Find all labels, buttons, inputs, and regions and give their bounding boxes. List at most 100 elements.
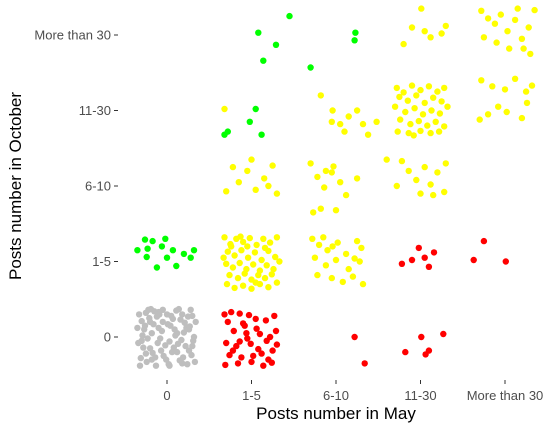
data-point-yellow xyxy=(224,248,231,255)
data-point-yellow xyxy=(337,179,344,186)
data-point-red xyxy=(425,263,433,270)
data-point-yellow xyxy=(525,24,532,31)
data-point-red xyxy=(229,347,237,354)
data-point-yellow xyxy=(234,274,242,282)
data-point-gray xyxy=(137,354,144,362)
data-point-yellow xyxy=(430,94,437,101)
data-point-yellow xyxy=(442,22,449,30)
data-point-yellow xyxy=(334,239,341,246)
data-point-yellow xyxy=(421,28,428,35)
data-point-gray xyxy=(142,309,150,316)
data-point-red xyxy=(247,340,254,347)
x-axis-title: Posts number in May xyxy=(256,404,416,423)
data-point-yellow xyxy=(428,107,435,114)
data-point-yellow xyxy=(246,234,253,242)
data-point-yellow xyxy=(322,262,330,269)
data-point-yellow xyxy=(413,92,420,99)
data-point-yellow xyxy=(252,279,259,286)
data-point-gray xyxy=(180,329,188,336)
data-point-green xyxy=(141,236,149,243)
data-point-gray xyxy=(179,354,187,361)
data-point-yellow xyxy=(317,205,324,212)
data-point-gray xyxy=(185,326,193,333)
data-point-yellow xyxy=(250,261,257,268)
data-point-yellow xyxy=(311,254,319,261)
data-point-yellow xyxy=(349,273,357,280)
data-point-yellow xyxy=(345,113,352,120)
data-point-yellow xyxy=(393,182,400,190)
data-point-green xyxy=(307,64,314,71)
data-point-red xyxy=(230,327,237,335)
data-point-yellow xyxy=(231,284,238,292)
data-point-gray xyxy=(166,362,173,369)
data-point-yellow xyxy=(478,7,485,14)
x-tick-label: 0 xyxy=(163,388,170,403)
data-point-red xyxy=(402,348,409,356)
data-point-gray xyxy=(141,322,149,329)
data-point-yellow xyxy=(328,274,335,282)
data-point-red xyxy=(262,317,270,324)
data-point-gray xyxy=(173,330,181,337)
data-point-yellow xyxy=(226,271,233,279)
data-point-red xyxy=(236,338,243,345)
data-point-red xyxy=(470,256,477,264)
data-point-yellow xyxy=(261,274,269,282)
data-point-yellow xyxy=(480,34,488,41)
data-point-red xyxy=(224,318,231,326)
data-point-yellow xyxy=(417,86,424,94)
data-point-gray xyxy=(159,318,166,326)
data-point-red xyxy=(250,352,257,360)
data-point-gray xyxy=(184,361,191,368)
data-point-yellow xyxy=(373,118,380,126)
data-point-yellow xyxy=(229,163,237,171)
data-point-yellow xyxy=(359,280,367,288)
data-point-red xyxy=(248,358,255,366)
data-point-red xyxy=(502,258,509,265)
data-point-red xyxy=(228,308,235,316)
data-point-gray xyxy=(190,333,198,341)
data-point-gray xyxy=(138,317,145,325)
data-point-green xyxy=(180,250,188,258)
data-point-yellow xyxy=(417,190,424,197)
y-axis-title: Posts number in October xyxy=(6,92,25,280)
data-point-yellow xyxy=(495,103,502,110)
data-point-yellow xyxy=(441,123,448,130)
data-point-yellow xyxy=(341,128,348,135)
data-point-yellow xyxy=(322,167,330,175)
data-point-yellow xyxy=(236,259,243,267)
data-point-yellow xyxy=(438,98,445,105)
data-point-green xyxy=(352,29,359,36)
data-point-green xyxy=(286,12,293,20)
data-point-yellow xyxy=(424,122,431,129)
data-point-gray xyxy=(149,349,156,357)
data-point-gray xyxy=(157,347,165,354)
data-point-yellow xyxy=(223,280,231,288)
y-tick-label: 6-10 xyxy=(85,179,111,194)
data-point-gray xyxy=(146,318,154,326)
x-tick-label: 6-10 xyxy=(323,388,349,403)
data-point-yellow xyxy=(310,209,317,216)
data-point-yellow xyxy=(501,86,509,93)
data-point-yellow xyxy=(383,156,390,163)
data-point-yellow xyxy=(229,264,237,271)
data-point-yellow xyxy=(531,6,538,14)
data-point-yellow xyxy=(337,120,344,128)
data-points xyxy=(134,5,538,369)
data-point-yellow xyxy=(332,207,340,214)
data-point-yellow xyxy=(408,82,416,89)
data-point-yellow xyxy=(235,179,242,186)
data-point-yellow xyxy=(427,129,434,137)
data-point-yellow xyxy=(241,270,248,277)
data-point-yellow xyxy=(238,247,245,254)
data-point-yellow xyxy=(430,191,437,199)
data-point-gray xyxy=(138,337,145,344)
data-point-yellow xyxy=(342,250,350,258)
data-point-yellow xyxy=(421,163,428,171)
data-point-red xyxy=(425,347,433,354)
data-point-yellow xyxy=(309,235,316,242)
data-point-yellow xyxy=(504,28,511,35)
data-point-gray xyxy=(162,342,169,349)
data-point-yellow xyxy=(252,186,259,193)
data-point-red xyxy=(223,339,230,347)
data-point-gray xyxy=(168,348,176,356)
